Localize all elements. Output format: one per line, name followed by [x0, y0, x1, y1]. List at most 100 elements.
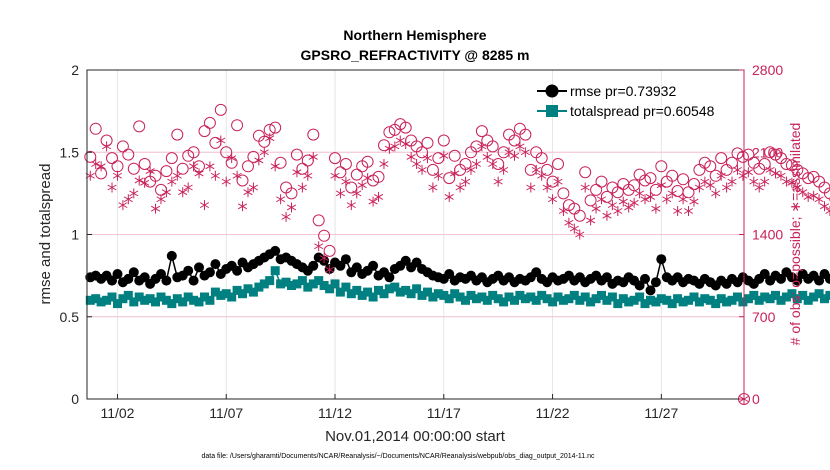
rmse-point — [308, 260, 319, 271]
obs-assimilated-point — [276, 194, 286, 205]
legend-rmse-label: rmse pr=0.73932 — [570, 83, 676, 99]
rmse-point — [824, 273, 830, 284]
obs-assimilated-point — [227, 153, 237, 164]
obs-possible-point — [639, 174, 651, 187]
spread-point — [749, 290, 759, 300]
obs-assimilated-point — [656, 180, 666, 191]
spread-point — [151, 297, 160, 307]
spread-point — [118, 294, 128, 304]
rmse-point — [194, 262, 204, 273]
y-tick-label: 0.5 — [60, 309, 80, 325]
obs-assimilated-point — [776, 170, 786, 181]
obs-assimilated-point — [286, 202, 297, 213]
obs-assimilated-point — [232, 170, 242, 181]
spread-point — [602, 295, 612, 305]
obs-assimilated-point — [460, 176, 471, 187]
obs-possible-point — [579, 166, 592, 179]
spread-point — [635, 292, 645, 302]
spread-point — [754, 295, 764, 305]
obs-assimilated-point — [683, 206, 694, 216]
obs-assimilated-point — [319, 253, 329, 263]
legend: rmse pr=0.73932 totalspread pr=0.60548 — [537, 83, 715, 119]
spread-point — [140, 295, 150, 305]
spread-point — [134, 292, 144, 302]
spread-point — [548, 297, 558, 307]
obs-possible-point — [345, 181, 358, 194]
spread-point — [771, 290, 780, 300]
obs-assimilated-point — [634, 188, 645, 199]
spread-point — [96, 297, 106, 307]
spread-point — [450, 289, 460, 299]
obs-assimilated-point — [324, 264, 335, 275]
rmse-point — [531, 267, 542, 278]
spread-point — [787, 289, 797, 299]
obs-assimilated-point — [199, 200, 210, 211]
obs-assimilated-point — [412, 159, 422, 169]
spread-point — [270, 266, 280, 276]
y2-tick-label: 2800 — [752, 62, 783, 78]
obs-possible-point — [437, 134, 450, 147]
obs-assimilated-point — [515, 141, 525, 152]
obs-possible-point — [307, 128, 320, 141]
obs-assimilated-point — [216, 135, 226, 146]
spread-point — [640, 299, 650, 309]
obs-possible-point — [329, 152, 341, 165]
obs-assimilated-point — [667, 188, 677, 199]
obs-assimilated-point — [112, 170, 123, 181]
obs-possible-point — [116, 140, 129, 153]
obs-possible-point — [421, 136, 434, 149]
rmse-point — [640, 273, 650, 284]
rmse-point — [270, 245, 281, 256]
spread-point — [586, 297, 596, 307]
rmse-point — [444, 269, 455, 279]
obs-possible-point — [350, 168, 363, 181]
obs-assimilated-point — [189, 161, 199, 172]
obs-assimilated-point — [259, 147, 269, 158]
obs-assimilated-point — [547, 194, 558, 205]
spread-point — [765, 294, 775, 304]
spread-point — [613, 299, 623, 309]
obs-assimilated-point — [439, 150, 449, 161]
spread-point — [363, 287, 373, 297]
spread-point — [564, 294, 574, 304]
obs-possible-point — [508, 134, 521, 147]
spread-point — [330, 279, 340, 289]
obs-possible-point — [802, 172, 815, 185]
obs-possible-point — [187, 146, 200, 159]
spread-point — [281, 277, 291, 287]
spread-point — [760, 292, 770, 302]
obs-assimilated-point — [101, 141, 112, 152]
obs-assimilated-point — [428, 182, 438, 193]
obs-assimilated-point — [417, 164, 427, 175]
obs-assimilated-point — [493, 176, 503, 187]
obs-possible-point — [655, 160, 668, 173]
obs-assimilated-point — [455, 182, 465, 193]
obs-assimilated-point — [194, 168, 204, 179]
rmse-point — [634, 280, 645, 291]
spread-point — [471, 294, 481, 304]
spread-point — [537, 290, 547, 300]
spread-point — [455, 292, 465, 302]
spread-point — [216, 290, 226, 300]
obs-assimilated-point — [482, 151, 492, 162]
obs-assimilated-point — [237, 201, 248, 212]
spread-point — [510, 295, 519, 305]
obs-possible-point — [220, 146, 233, 159]
obs-assimilated-point — [531, 164, 541, 175]
obs-assimilated-point — [542, 182, 552, 193]
obs-possible-point — [339, 158, 352, 170]
x-tick-label: 11/22 — [536, 405, 570, 421]
spread-point — [145, 294, 155, 304]
spread-point — [287, 281, 296, 290]
spread-point — [433, 289, 443, 299]
obs-assimilated-point — [499, 164, 509, 175]
spread-point — [689, 292, 699, 302]
spread-point — [406, 289, 416, 299]
spread-point — [238, 289, 247, 299]
obs-possible-point — [644, 172, 657, 185]
obs-assimilated-point — [145, 166, 155, 177]
spread-point — [352, 285, 362, 295]
spread-point — [673, 294, 683, 304]
obs-assimilated-point — [819, 201, 830, 212]
spread-point — [314, 276, 324, 286]
